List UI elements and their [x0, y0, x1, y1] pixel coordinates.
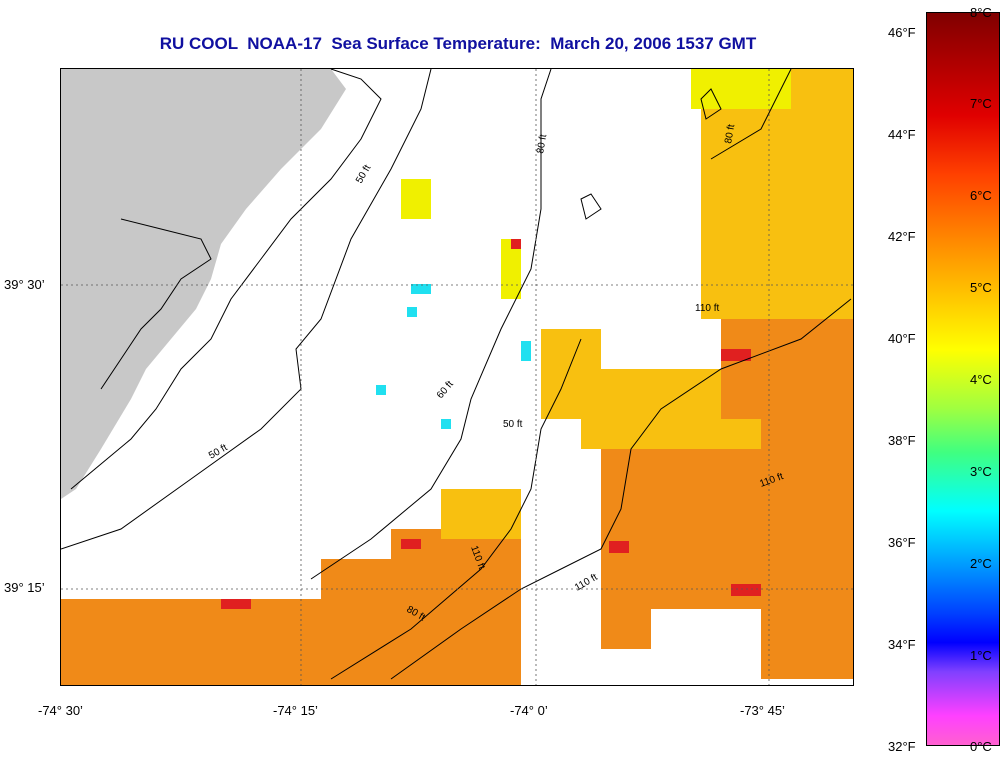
- colorbar-label-f: 44°F: [888, 127, 916, 142]
- colorbar-label-f: 34°F: [888, 637, 916, 652]
- colorbar-label-c: 2°C: [970, 556, 992, 571]
- contour-label: 80 ft: [535, 133, 549, 154]
- lat-label: 39° 30’: [4, 277, 45, 292]
- colorbar-label-f: 38°F: [888, 433, 916, 448]
- contour-label: 50 ft: [354, 163, 373, 186]
- contour-label: 50 ft: [503, 419, 523, 430]
- contour-label: 110 ft: [695, 303, 719, 314]
- map-title: RU COOL NOAA-17 Sea Surface Temperature:…: [159, 34, 757, 53]
- lon-label: -73° 45’: [740, 703, 785, 718]
- contour-label: 110 ft: [573, 572, 600, 594]
- colorbar-label-c: 5°C: [970, 280, 992, 295]
- grid-lines: [61, 69, 853, 685]
- bathymetry-contours: [61, 69, 852, 680]
- colorbar-label-c: 1°C: [970, 648, 992, 663]
- colorbar-label-c: 4°C: [970, 372, 992, 387]
- colorbar-label-f: 32°F: [888, 739, 916, 754]
- temperature-colorbar: [926, 12, 1000, 746]
- lon-label: -74° 30’: [38, 703, 83, 718]
- lon-label: -74° 0’: [510, 703, 548, 718]
- contour-label: 50 ft: [207, 442, 230, 461]
- lat-label: 39° 15’: [4, 580, 45, 595]
- colorbar-label-f: 36°F: [888, 535, 916, 550]
- map-canvas: 50 ft 50 ft 60 ft 80 ft 80 ft 50 ft 110 …: [61, 69, 853, 685]
- lon-label: -74° 15’: [273, 703, 318, 718]
- colorbar-label-c: 0°C: [970, 739, 992, 754]
- land-mass: [61, 69, 346, 499]
- colorbar-label-f: 42°F: [888, 229, 916, 244]
- colorbar-label-c: 3°C: [970, 464, 992, 479]
- colorbar-label-c: 6°C: [970, 188, 992, 203]
- colorbar-label-c: 8°C: [970, 5, 992, 20]
- contour-label: 60 ft: [435, 379, 456, 401]
- contour-label: 80 ft: [723, 123, 737, 144]
- sea-surface-temperature-map: 50 ft 50 ft 60 ft 80 ft 80 ft 50 ft 110 …: [60, 68, 854, 686]
- inland-waterway: [100, 218, 212, 390]
- colorbar-label-f: 46°F: [888, 25, 916, 40]
- colorbar-label-c: 7°C: [970, 96, 992, 111]
- coastline: [70, 69, 382, 490]
- colorbar-label-f: 40°F: [888, 331, 916, 346]
